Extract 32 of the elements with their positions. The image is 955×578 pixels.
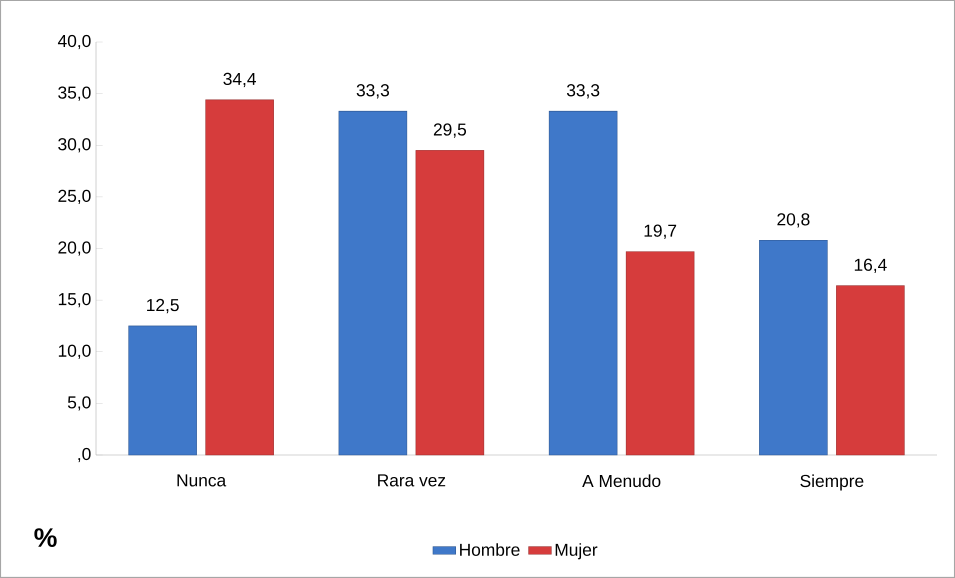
bar bbox=[836, 285, 905, 456]
data-label: 33,3 bbox=[566, 84, 600, 98]
y-tick-label: 30,0 bbox=[58, 138, 91, 152]
bar bbox=[416, 150, 484, 456]
data-label: 20,8 bbox=[777, 213, 810, 228]
data-label: 16,4 bbox=[854, 258, 887, 273]
y-tick-label: 5,0 bbox=[68, 396, 91, 411]
data-label: 33,3 bbox=[356, 84, 389, 98]
legend-label: Hombre bbox=[460, 543, 520, 556]
bar bbox=[338, 110, 408, 456]
data-label: 19,7 bbox=[644, 224, 676, 239]
y-tick-label: 40,0 bbox=[58, 34, 91, 50]
y-tick-label: 15,0 bbox=[58, 292, 91, 308]
data-label: 34,4 bbox=[223, 72, 256, 88]
y-tick-label: 10,0 bbox=[58, 344, 91, 359]
bar bbox=[548, 110, 618, 456]
x-tick-label: Rara vez bbox=[378, 474, 446, 486]
bar bbox=[205, 100, 274, 456]
y-tick-label: 20,0 bbox=[58, 241, 91, 256]
bar bbox=[759, 240, 828, 456]
legend-label: Mujer bbox=[556, 543, 598, 560]
bar bbox=[626, 251, 694, 456]
y-tick-label: ,0 bbox=[78, 448, 91, 462]
data-label: 12,5 bbox=[147, 298, 179, 314]
y-axis-title: % bbox=[34, 528, 57, 547]
x-tick-label: Siempre bbox=[800, 474, 864, 491]
y-tick-label: 35,0 bbox=[58, 86, 91, 101]
x-tick-label: A Menudo bbox=[582, 474, 660, 488]
bar bbox=[128, 326, 197, 456]
y-tick-label: 25,0 bbox=[58, 190, 91, 204]
x-tick-label: Nunca bbox=[178, 474, 226, 486]
data-label: 29,5 bbox=[434, 123, 466, 138]
